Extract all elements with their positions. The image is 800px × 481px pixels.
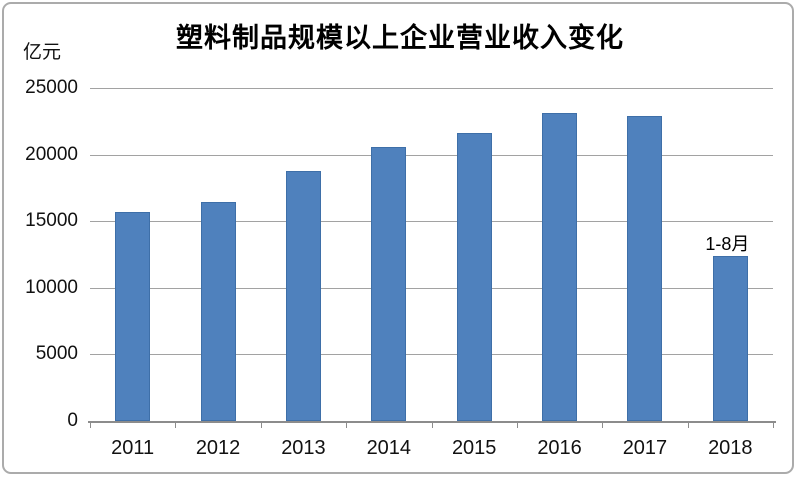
y-axis-label-25000: 25000 — [25, 77, 78, 98]
x-axis-label-2011: 2011 — [111, 437, 155, 459]
x-axis-tick — [346, 421, 348, 428]
x-axis-tick — [90, 421, 91, 428]
x-axis-label-2016: 2016 — [537, 437, 582, 459]
bar-2013 — [285, 170, 321, 421]
x-axis-label-2015: 2015 — [451, 437, 497, 459]
bar-2017 — [627, 115, 663, 421]
y-axis-unit-label: 亿元 — [23, 42, 62, 63]
x-axis-tick — [175, 421, 177, 428]
bar-2016 — [542, 113, 578, 421]
bar-2018 — [712, 255, 748, 421]
x-axis-tick — [516, 421, 518, 428]
x-axis-tick — [431, 421, 433, 428]
x-axis-label-2013: 2013 — [281, 437, 326, 459]
y-axis-label-5000: 5000 — [35, 343, 78, 365]
x-axis-label-2012: 2012 — [195, 437, 241, 459]
y-axis-label-0: 0 — [67, 410, 78, 431]
x-axis-tick — [260, 421, 262, 428]
bar-2014 — [371, 147, 407, 421]
gridline-15000 — [90, 221, 773, 223]
x-axis-label-2017: 2017 — [622, 437, 668, 459]
y-axis-label-20000: 20000 — [25, 143, 78, 165]
gridline-10000 — [90, 287, 773, 289]
gridline-25000 — [90, 88, 773, 89]
gridline-20000 — [90, 154, 773, 156]
bar-annotation-2018: 1-8月 — [705, 233, 750, 254]
x-axis-tick — [687, 421, 689, 428]
bar-2012 — [200, 201, 236, 421]
x-axis-tick — [773, 421, 774, 428]
gridline-5000 — [90, 354, 773, 356]
x-axis-label-2014: 2014 — [366, 437, 412, 459]
x-axis-label-2018: 2018 — [708, 437, 753, 459]
x-axis-tick — [602, 421, 604, 428]
y-axis-label-15000: 15000 — [25, 210, 78, 232]
y-axis-label-10000: 10000 — [25, 276, 78, 298]
bar-2015 — [456, 133, 492, 421]
bar-2011 — [115, 211, 151, 421]
chart-title: 塑料制品规模以上企业营业收入变化 — [176, 23, 624, 53]
